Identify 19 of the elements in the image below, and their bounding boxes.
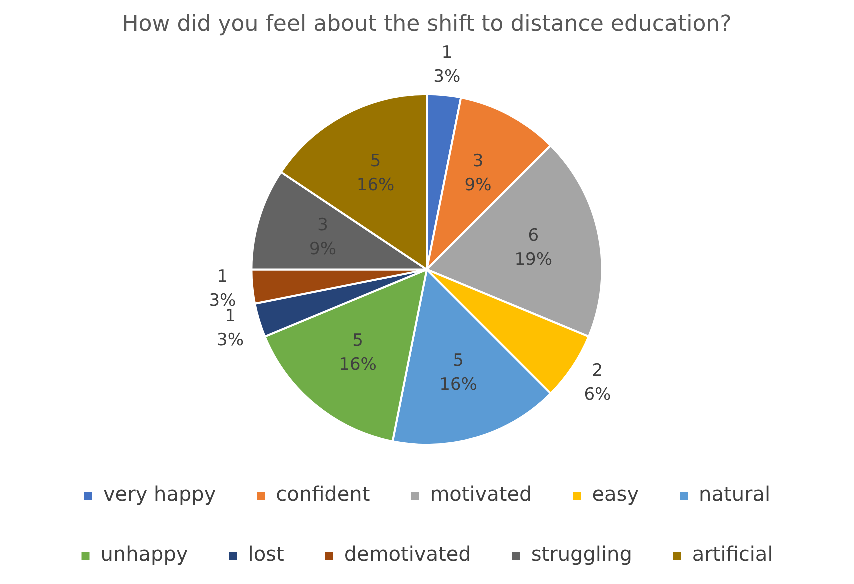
chart-title: How did you feel about the shift to distance education? bbox=[122, 12, 732, 37]
legend-label: unhappy bbox=[100, 542, 188, 566]
legend-label: lost bbox=[248, 542, 284, 566]
legend-label: motivated bbox=[430, 482, 532, 506]
legend-label: demotivated bbox=[344, 542, 472, 566]
data-label: 5 16% bbox=[440, 351, 478, 396]
legend-label: struggling bbox=[531, 542, 632, 566]
data-label: 3 9% bbox=[464, 151, 492, 196]
data-label: 5 16% bbox=[339, 331, 377, 376]
data-label: 1 3% bbox=[217, 306, 244, 351]
legend-label: artificial bbox=[692, 542, 774, 566]
data-label: 6 19% bbox=[514, 226, 552, 270]
data-label: 5 16% bbox=[356, 151, 395, 196]
legend-label: easy bbox=[592, 482, 640, 506]
legend-label: confident bbox=[276, 482, 370, 506]
legend-label: natural bbox=[699, 482, 771, 506]
data-label: 2 6% bbox=[584, 361, 612, 406]
data-label: 1 3% bbox=[434, 42, 461, 87]
legend-label: very happy bbox=[103, 482, 216, 506]
